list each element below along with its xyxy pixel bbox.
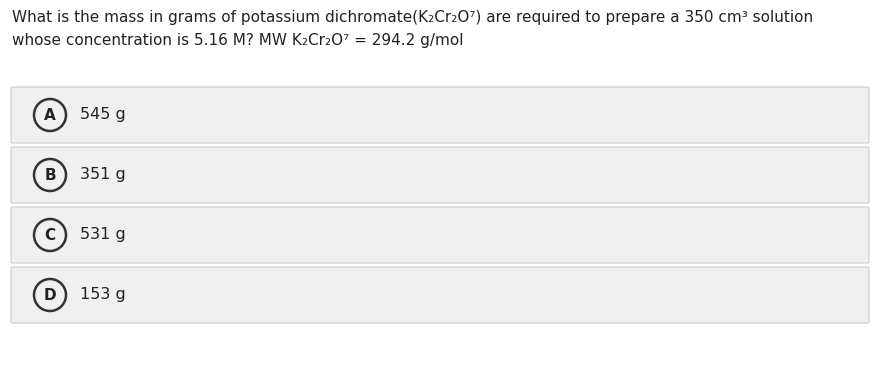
Text: A: A (44, 108, 55, 122)
Text: D: D (44, 288, 56, 302)
Circle shape (34, 279, 66, 311)
Text: 545 g: 545 g (80, 108, 126, 122)
Text: 351 g: 351 g (80, 167, 126, 183)
Circle shape (34, 99, 66, 131)
Text: 531 g: 531 g (80, 228, 126, 243)
Text: whose concentration is 5.16 M? MW K₂Cr₂O⁷ = 294.2 g/mol: whose concentration is 5.16 M? MW K₂Cr₂O… (12, 33, 464, 48)
FancyBboxPatch shape (11, 207, 869, 263)
Text: C: C (44, 228, 55, 243)
Text: B: B (44, 167, 55, 183)
FancyBboxPatch shape (11, 267, 869, 323)
FancyBboxPatch shape (11, 147, 869, 203)
Circle shape (34, 219, 66, 251)
Text: What is the mass in grams of potassium dichromate(K₂Cr₂O⁷) are required to prepa: What is the mass in grams of potassium d… (12, 10, 813, 25)
Circle shape (34, 159, 66, 191)
FancyBboxPatch shape (11, 87, 869, 143)
Text: 153 g: 153 g (80, 288, 126, 302)
